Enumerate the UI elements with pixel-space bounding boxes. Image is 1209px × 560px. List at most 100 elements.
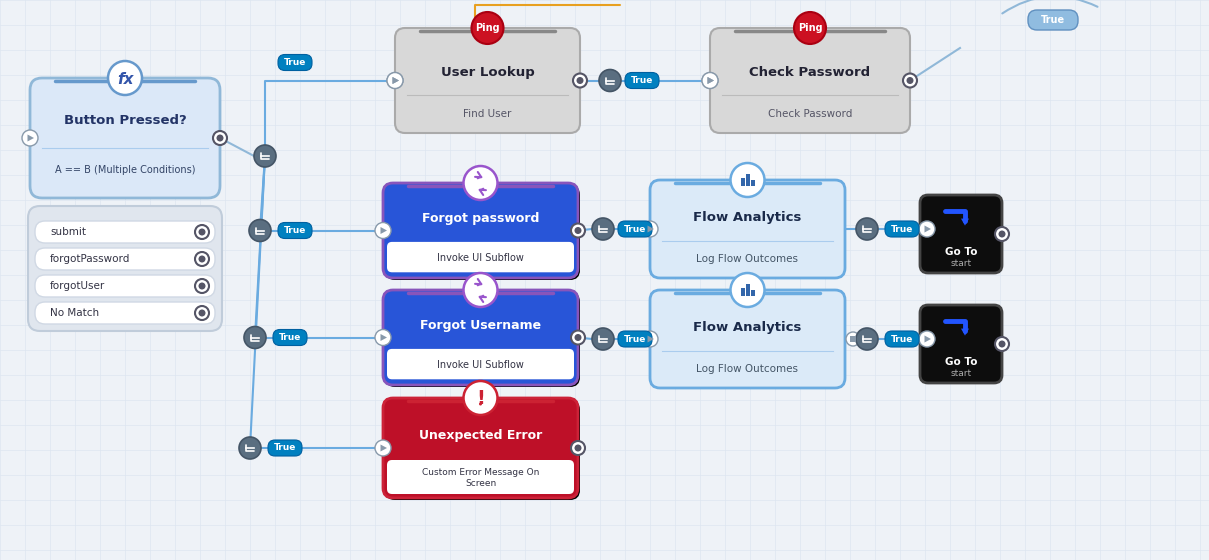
Circle shape — [702, 72, 718, 88]
FancyBboxPatch shape — [268, 440, 302, 456]
FancyBboxPatch shape — [383, 398, 578, 498]
Bar — [751, 290, 754, 296]
Polygon shape — [648, 335, 654, 343]
FancyBboxPatch shape — [384, 292, 580, 387]
Circle shape — [571, 330, 585, 344]
Circle shape — [108, 61, 141, 95]
FancyBboxPatch shape — [1028, 10, 1078, 30]
Text: Log Flow Outcomes: Log Flow Outcomes — [696, 254, 798, 264]
Circle shape — [387, 72, 403, 88]
FancyBboxPatch shape — [383, 183, 578, 278]
Text: Button Pressed?: Button Pressed? — [64, 114, 186, 127]
Circle shape — [919, 331, 935, 347]
Text: True: True — [624, 225, 646, 234]
Bar — [751, 180, 754, 186]
Text: Forgot password: Forgot password — [422, 212, 539, 225]
Circle shape — [642, 331, 658, 347]
FancyBboxPatch shape — [920, 195, 1002, 273]
Circle shape — [195, 252, 209, 266]
FancyBboxPatch shape — [28, 206, 222, 331]
Bar — [850, 336, 856, 342]
FancyBboxPatch shape — [387, 349, 574, 379]
FancyBboxPatch shape — [387, 460, 574, 494]
Text: Invoke UI Subflow: Invoke UI Subflow — [438, 360, 523, 370]
Text: True: True — [891, 225, 913, 234]
FancyBboxPatch shape — [650, 290, 845, 388]
FancyBboxPatch shape — [387, 242, 574, 272]
Polygon shape — [393, 77, 399, 84]
Circle shape — [574, 334, 582, 341]
Circle shape — [375, 222, 391, 239]
Text: Ping: Ping — [475, 23, 499, 33]
Polygon shape — [925, 335, 931, 343]
Text: Ping: Ping — [798, 23, 822, 33]
Circle shape — [239, 437, 261, 459]
Circle shape — [198, 282, 206, 290]
Circle shape — [642, 221, 658, 237]
FancyBboxPatch shape — [35, 302, 215, 324]
FancyBboxPatch shape — [618, 331, 652, 347]
Circle shape — [574, 227, 582, 234]
Text: start: start — [950, 369, 972, 378]
Text: True: True — [279, 333, 301, 342]
Circle shape — [919, 221, 935, 237]
Circle shape — [195, 306, 209, 320]
Bar — [746, 284, 750, 296]
Circle shape — [592, 218, 614, 240]
Circle shape — [213, 131, 227, 145]
Circle shape — [249, 220, 271, 241]
Circle shape — [463, 166, 497, 200]
Text: True: True — [891, 334, 913, 343]
Polygon shape — [648, 226, 654, 232]
Circle shape — [244, 326, 266, 348]
Circle shape — [463, 381, 497, 415]
Circle shape — [195, 279, 209, 293]
Circle shape — [592, 328, 614, 350]
FancyBboxPatch shape — [885, 331, 919, 347]
Circle shape — [472, 12, 503, 44]
Text: start: start — [950, 259, 972, 268]
Circle shape — [903, 73, 916, 87]
FancyBboxPatch shape — [618, 221, 652, 237]
Circle shape — [730, 273, 764, 307]
Text: Unexpected Error: Unexpected Error — [418, 428, 542, 441]
Circle shape — [571, 223, 585, 237]
Text: A == B (Multiple Conditions): A == B (Multiple Conditions) — [54, 165, 195, 175]
FancyBboxPatch shape — [650, 180, 845, 278]
Circle shape — [254, 145, 276, 167]
FancyBboxPatch shape — [273, 329, 307, 346]
Circle shape — [571, 441, 585, 455]
Circle shape — [702, 72, 718, 88]
Circle shape — [195, 225, 209, 239]
Circle shape — [730, 163, 764, 197]
Polygon shape — [707, 77, 715, 84]
FancyBboxPatch shape — [278, 222, 312, 239]
Circle shape — [794, 12, 826, 44]
Circle shape — [463, 273, 497, 307]
Polygon shape — [381, 334, 387, 341]
Text: True: True — [631, 76, 653, 85]
Circle shape — [479, 403, 482, 405]
Circle shape — [846, 332, 860, 346]
FancyBboxPatch shape — [35, 248, 215, 270]
Text: True: True — [624, 334, 646, 343]
Circle shape — [856, 328, 878, 350]
Polygon shape — [707, 77, 715, 84]
Circle shape — [216, 134, 224, 142]
FancyBboxPatch shape — [35, 275, 215, 297]
Text: Log Flow Outcomes: Log Flow Outcomes — [696, 365, 798, 375]
Text: Check Password: Check Password — [768, 109, 852, 119]
Circle shape — [577, 77, 584, 84]
Circle shape — [387, 72, 403, 88]
FancyBboxPatch shape — [384, 400, 580, 500]
Circle shape — [995, 227, 1010, 241]
FancyBboxPatch shape — [383, 290, 578, 385]
Text: fx: fx — [117, 72, 133, 86]
Circle shape — [574, 445, 582, 451]
Text: Custom Error Message On
Screen: Custom Error Message On Screen — [422, 468, 539, 488]
Text: Go To: Go To — [944, 357, 977, 367]
Circle shape — [598, 69, 621, 91]
Bar — [740, 288, 745, 296]
Text: User Lookup: User Lookup — [440, 66, 534, 78]
FancyBboxPatch shape — [920, 305, 1002, 383]
